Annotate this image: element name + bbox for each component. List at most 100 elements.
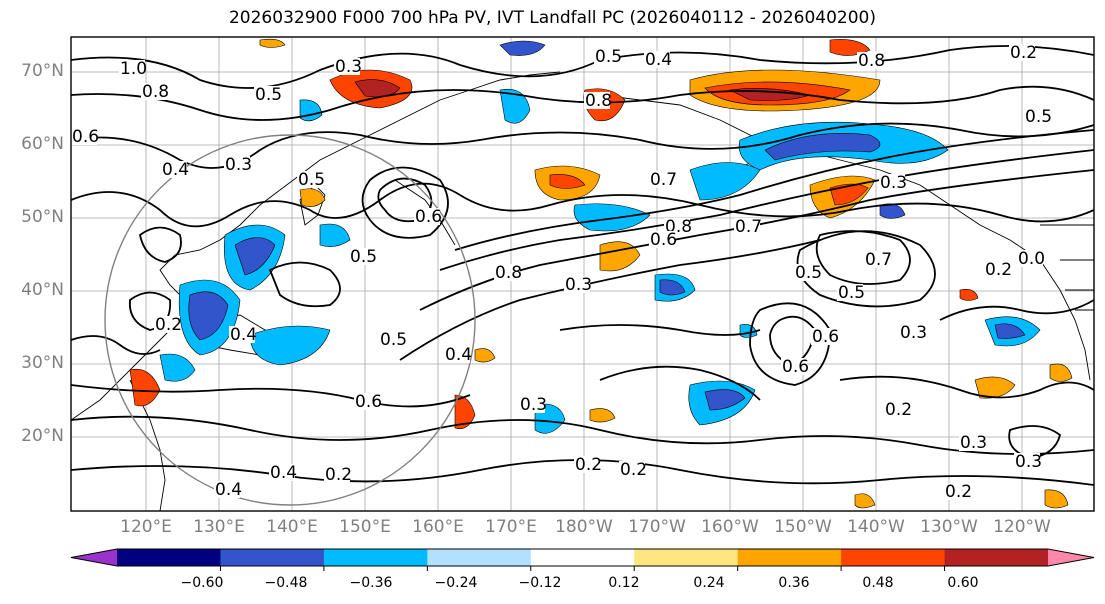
lon-label: 170°E bbox=[485, 517, 537, 537]
contour-label: 0.2 bbox=[620, 460, 647, 480]
contour-label-background bbox=[734, 218, 760, 235]
colorbar-tick-label: −0.48 bbox=[264, 575, 308, 591]
contour-label-background bbox=[297, 171, 323, 188]
colorbar-tick-label: 0.48 bbox=[862, 575, 894, 591]
contour-label: 0.8 bbox=[585, 91, 612, 111]
contour-label-background bbox=[224, 156, 250, 173]
contour-label: 0.2 bbox=[985, 260, 1012, 280]
contour-label: 0.5 bbox=[380, 330, 407, 350]
colorbar-tick-label: 0.36 bbox=[778, 575, 810, 591]
colorbar-tick-label: −0.36 bbox=[349, 575, 393, 591]
lon-label: 170°W bbox=[628, 517, 686, 537]
contour-label-background bbox=[414, 208, 440, 225]
contour-label: 0.6 bbox=[650, 230, 677, 250]
contour-label-background bbox=[1009, 44, 1035, 61]
contour-label-background bbox=[519, 396, 545, 413]
contour-label: 0.5 bbox=[1025, 107, 1052, 127]
lat-label: 60°N bbox=[21, 134, 64, 154]
lon-label: 130°E bbox=[193, 517, 245, 537]
lon-label: 140°E bbox=[266, 517, 318, 537]
contour-label: 0.6 bbox=[415, 207, 442, 227]
contour-label: 0.5 bbox=[350, 247, 377, 267]
contour-label: 0.7 bbox=[865, 250, 892, 270]
lon-label: 180°W bbox=[555, 517, 613, 537]
contour-label-background bbox=[349, 248, 375, 265]
lat-label: 70°N bbox=[21, 61, 64, 81]
contour-label-background bbox=[811, 328, 837, 345]
lat-label: 20°N bbox=[21, 426, 64, 446]
contour-label-background bbox=[781, 358, 807, 375]
contour-label: 0.4 bbox=[270, 463, 297, 483]
contour-label: 0.2 bbox=[1010, 43, 1037, 63]
colorbar bbox=[70, 548, 1095, 571]
lon-label: 130°W bbox=[920, 517, 978, 537]
contour-label: 0.3 bbox=[960, 433, 987, 453]
colorbar-tick-label: −0.12 bbox=[518, 575, 562, 591]
colorbar-segment bbox=[841, 549, 946, 566]
lon-label: 120°W bbox=[993, 517, 1051, 537]
lon-label: 120°E bbox=[120, 517, 172, 537]
colorbar-segment bbox=[323, 549, 428, 566]
lon-label: 150°W bbox=[774, 517, 832, 537]
contour-label-background bbox=[71, 128, 97, 145]
colorbar-segment bbox=[117, 549, 221, 566]
contour-label: 0.8 bbox=[495, 263, 522, 283]
contour-label: 1.0 bbox=[120, 59, 147, 79]
lat-label: 40°N bbox=[21, 280, 64, 300]
contour-label-background bbox=[119, 60, 145, 77]
colorbar-outline bbox=[70, 548, 1095, 567]
contour-label-background bbox=[619, 461, 645, 478]
contour-label-background bbox=[154, 316, 180, 333]
contour-label: 0.6 bbox=[355, 392, 382, 412]
colorbar-tick-label: −0.24 bbox=[434, 575, 478, 591]
contour-label: 0.4 bbox=[445, 345, 472, 365]
colorbar-segment bbox=[220, 549, 325, 566]
contour-label-background bbox=[444, 346, 470, 363]
contour-label: 0.5 bbox=[838, 283, 865, 303]
contour-label: 0.5 bbox=[298, 170, 325, 190]
colorbar-extend-min bbox=[71, 549, 117, 566]
contour-label-background bbox=[324, 466, 350, 483]
contour-label: 0.8 bbox=[858, 51, 885, 71]
map-background bbox=[71, 37, 1094, 511]
contour-label: 0.3 bbox=[565, 275, 592, 295]
contour-label: 0.5 bbox=[595, 47, 622, 67]
contour-label: 0.3 bbox=[900, 323, 927, 343]
contour-label-background bbox=[254, 86, 280, 103]
shaded-regions bbox=[129, 38, 1073, 509]
lat-label: 50°N bbox=[21, 207, 64, 227]
contour-label-background bbox=[879, 174, 905, 191]
contour-label-background bbox=[1017, 250, 1043, 267]
lat-label: 30°N bbox=[21, 353, 64, 373]
contour-label-background bbox=[864, 251, 890, 268]
contour-label: 0.5 bbox=[255, 85, 282, 105]
map-title: 2026032900 F000 700 hPa PV, IVT Landfall… bbox=[228, 8, 876, 28]
contour-label: 0.3 bbox=[1015, 452, 1042, 472]
contour-label: 0.5 bbox=[795, 263, 822, 283]
colorbar-extend-max bbox=[1048, 549, 1094, 566]
contour-label: 0.7 bbox=[650, 170, 677, 190]
colorbar-segment bbox=[737, 549, 842, 566]
contour-label-background bbox=[574, 456, 600, 473]
lon-label: 160°E bbox=[412, 517, 464, 537]
contour-label-background bbox=[269, 464, 295, 481]
contour-label-background bbox=[794, 264, 820, 281]
lon-label: 140°W bbox=[847, 517, 905, 537]
contour-label: 0.2 bbox=[155, 315, 182, 335]
colorbar-tick-label: 0.12 bbox=[608, 575, 640, 591]
contour-label-background bbox=[1014, 453, 1040, 470]
domain-circle bbox=[104, 134, 476, 506]
colorbar-tick-label: 0.24 bbox=[693, 575, 725, 591]
contour-label: 0.6 bbox=[812, 327, 839, 347]
contour-label-background bbox=[161, 161, 187, 178]
contour-label: 0.3 bbox=[520, 395, 547, 415]
contour-label-background bbox=[1024, 108, 1050, 125]
contour-label-background bbox=[899, 324, 925, 341]
contour-label-background bbox=[214, 481, 240, 498]
contour-label: 0.6 bbox=[72, 127, 99, 147]
contour-label-background bbox=[334, 58, 360, 75]
contour-label: 0.2 bbox=[885, 400, 912, 420]
contour-label-background bbox=[584, 92, 610, 109]
contour-label-background bbox=[649, 171, 675, 188]
